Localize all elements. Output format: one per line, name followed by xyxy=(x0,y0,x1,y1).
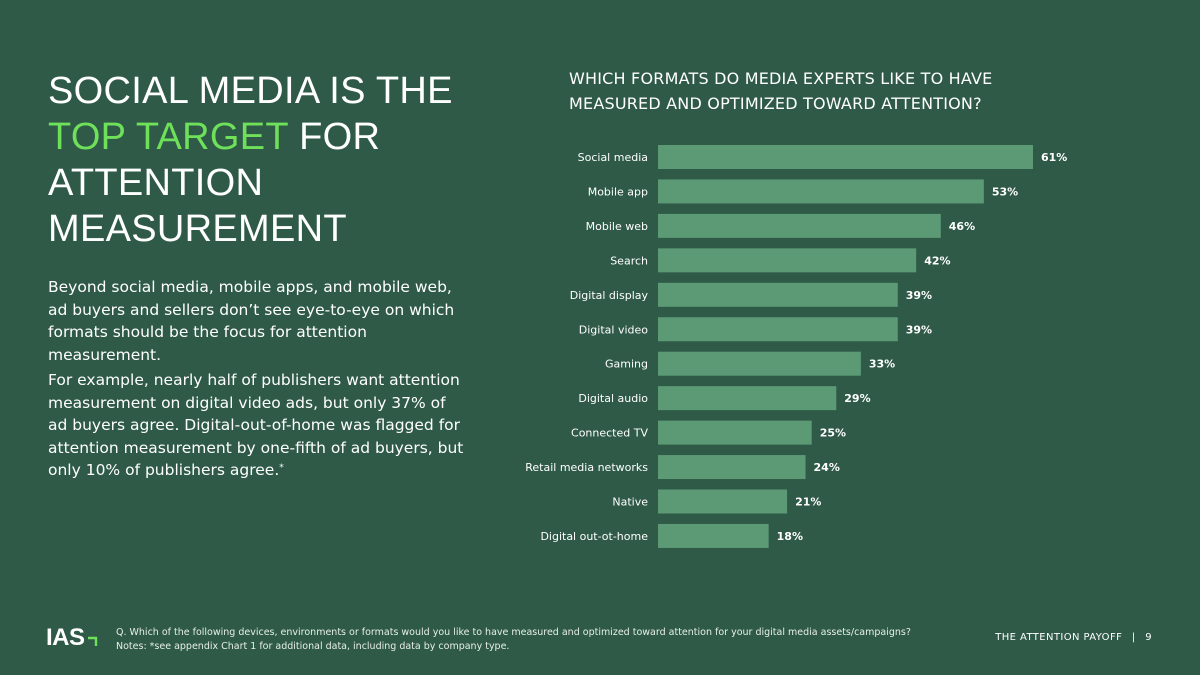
body-paragraph-1: Beyond social media, mobile apps, and mo… xyxy=(48,278,455,364)
bar xyxy=(658,489,788,514)
value-label: 21% xyxy=(795,496,821,509)
value-label: 29% xyxy=(844,392,870,405)
value-label: 25% xyxy=(820,427,846,440)
value-label: 39% xyxy=(906,289,932,302)
bar xyxy=(658,248,917,273)
footnote-notes: Notes: *see appendix Chart 1 for additio… xyxy=(116,640,510,652)
category-label: Digital display xyxy=(570,289,649,302)
headline-line1: SOCIAL MEDIA IS THE xyxy=(48,70,453,112)
value-label: 42% xyxy=(924,254,950,267)
value-label: 18% xyxy=(777,530,803,543)
bar xyxy=(658,455,806,480)
value-label: 33% xyxy=(869,358,895,371)
category-label: Digital video xyxy=(579,323,648,336)
page-number: 9 xyxy=(1145,632,1152,643)
body-paragraph-2-text: For example, nearly half of publishers w… xyxy=(48,371,464,479)
bar xyxy=(658,523,769,548)
bar xyxy=(658,420,812,445)
footnote-question: Q. Which of the following devices, envir… xyxy=(116,627,911,638)
value-label: 53% xyxy=(992,185,1018,198)
logo-corner-mark-icon xyxy=(88,636,98,646)
footnote: Q. Which of the following devices, envir… xyxy=(116,626,976,653)
category-label: Social media xyxy=(578,151,648,164)
headline-rest: FOR ATTENTION MEASUREMENT xyxy=(48,116,381,250)
report-footer: THE ATTENTION PAYOFF | 9 xyxy=(995,632,1152,643)
category-label: Mobile app xyxy=(588,185,648,198)
ias-logo: IAS xyxy=(46,624,85,651)
bar xyxy=(658,213,941,238)
bar xyxy=(658,282,898,307)
category-label: Retail media networks xyxy=(525,461,648,474)
footnote-marker: * xyxy=(279,463,284,473)
bar xyxy=(658,317,898,342)
report-title: THE ATTENTION PAYOFF xyxy=(995,632,1123,643)
value-label: 24% xyxy=(814,461,840,474)
category-label: Digital audio xyxy=(578,392,648,405)
value-label: 39% xyxy=(906,323,932,336)
category-label: Connected TV xyxy=(571,427,648,440)
value-label: 61% xyxy=(1041,151,1067,164)
chart-title: WHICH FORMATS DO MEDIA EXPERTS LIKE TO H… xyxy=(569,69,993,113)
category-label: Digital out-ot-home xyxy=(540,530,648,543)
page-headline: SOCIAL MEDIA IS THE TOP TARGET FOR ATTENT… xyxy=(48,68,488,252)
bar xyxy=(658,179,984,204)
headline-accent: TOP TARGET xyxy=(48,116,289,158)
category-label: Search xyxy=(610,254,648,267)
category-label: Mobile web xyxy=(586,220,648,233)
category-label: Native xyxy=(612,496,648,509)
footer-separator: | xyxy=(1131,632,1136,643)
value-label: 46% xyxy=(949,220,975,233)
bar-chart: Social media 61% Mobile app 53% Mobile web 46… xyxy=(525,145,1067,548)
body-paragraph-2: For example, nearly half of publishers w… xyxy=(48,369,468,482)
bar xyxy=(658,351,861,376)
category-label: Gaming xyxy=(605,358,648,371)
bar xyxy=(658,386,837,411)
bar xyxy=(658,145,1033,169)
